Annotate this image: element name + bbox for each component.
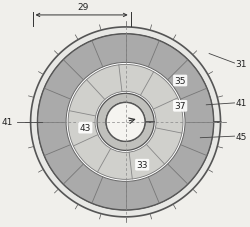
Text: 31: 31 bbox=[236, 59, 247, 68]
Circle shape bbox=[106, 103, 145, 142]
Polygon shape bbox=[97, 94, 154, 151]
Polygon shape bbox=[68, 65, 183, 180]
Text: 29: 29 bbox=[77, 3, 88, 12]
Polygon shape bbox=[38, 35, 214, 210]
Text: 35: 35 bbox=[174, 77, 186, 86]
Text: 43: 43 bbox=[80, 123, 91, 133]
Text: 37: 37 bbox=[174, 102, 186, 111]
Text: 45: 45 bbox=[236, 132, 247, 141]
Text: 41: 41 bbox=[1, 118, 13, 127]
Polygon shape bbox=[30, 28, 220, 217]
Circle shape bbox=[30, 28, 220, 217]
Text: 41: 41 bbox=[236, 99, 247, 108]
Text: 33: 33 bbox=[136, 160, 148, 170]
